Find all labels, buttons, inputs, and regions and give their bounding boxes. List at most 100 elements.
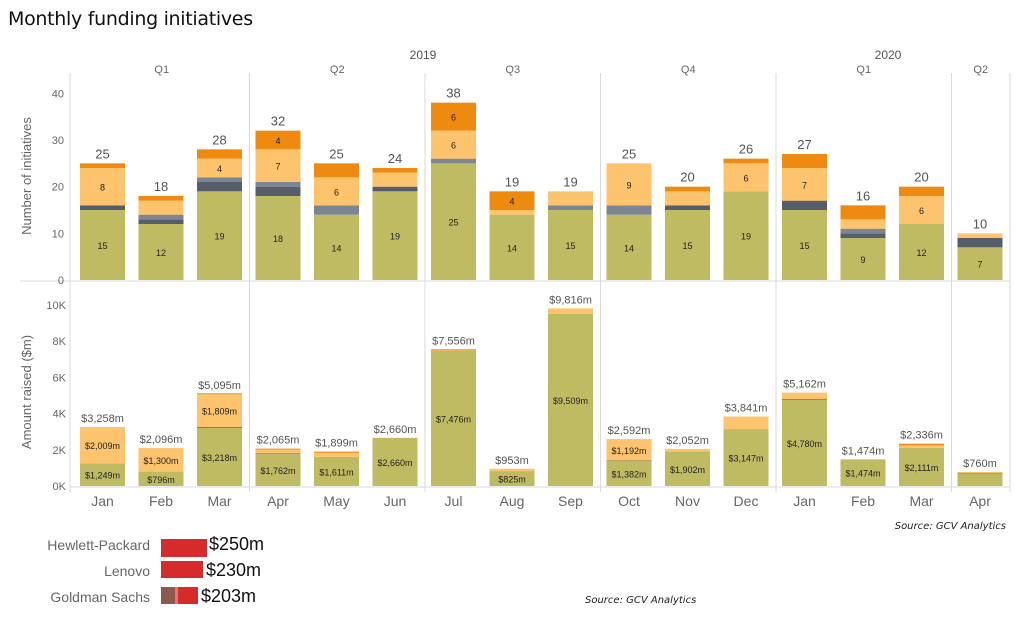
bar-segment-orange bbox=[197, 149, 242, 159]
y-tick-label: 40 bbox=[52, 88, 64, 100]
x-tick-label: Feb bbox=[851, 493, 875, 509]
x-tick-label: Aug bbox=[500, 493, 525, 509]
total-label: 27 bbox=[797, 137, 811, 152]
bar-segment-orange bbox=[80, 163, 125, 168]
bar-segment-orange bbox=[840, 205, 886, 220]
segment-label: $1,474m bbox=[845, 469, 880, 479]
segment-label: 14 bbox=[331, 243, 341, 253]
segment-label: 6 bbox=[334, 187, 339, 197]
bar-segment-slate-gray bbox=[548, 205, 593, 210]
total-label: $953m bbox=[495, 455, 529, 467]
bar-segment-light-orange bbox=[723, 416, 769, 430]
bar-segment-slate-gray bbox=[314, 205, 359, 215]
bar-segment-slate-gray bbox=[138, 214, 184, 220]
bar-segment-light-orange bbox=[255, 449, 301, 454]
bar-segment-slate-gray bbox=[606, 205, 652, 215]
x-tick-label: Oct bbox=[618, 493, 640, 509]
bar-segment-orange bbox=[899, 186, 944, 196]
total-label: 20 bbox=[914, 170, 928, 185]
segment-label: 4 bbox=[217, 164, 222, 174]
bar-segment-dark-slate bbox=[255, 186, 301, 196]
segment-label: 25 bbox=[448, 218, 458, 228]
bar-segment-olive bbox=[431, 350, 476, 486]
bar-segment-orange bbox=[314, 451, 359, 453]
total-label: 19 bbox=[563, 174, 577, 189]
segment-label: $2,660m bbox=[377, 458, 412, 468]
bar-segment-slate-gray bbox=[431, 158, 476, 164]
total-label: $3,841m bbox=[725, 402, 768, 414]
total-label: $2,660m bbox=[374, 424, 417, 436]
segment-label: 7 bbox=[977, 260, 982, 270]
total-label: 20 bbox=[680, 170, 694, 185]
bar-segment-light-orange bbox=[138, 448, 184, 472]
bar-segment-olive bbox=[372, 437, 418, 486]
total-label: 25 bbox=[95, 146, 109, 161]
bar-segment-light-orange bbox=[431, 130, 476, 159]
bar-segment-light-orange bbox=[255, 149, 301, 182]
bar-segment-olive bbox=[314, 214, 359, 280]
total-label: 28 bbox=[212, 132, 226, 147]
bar-segment-light-orange bbox=[489, 210, 535, 215]
segment-label: $3,218m bbox=[202, 453, 237, 463]
bar-segment-dark-slate bbox=[957, 238, 1003, 248]
bar-segment-olive bbox=[899, 224, 944, 280]
segment-label: 6 bbox=[451, 113, 456, 123]
bar-segment-olive bbox=[197, 191, 242, 280]
total-label: 10 bbox=[973, 216, 987, 231]
bar-segment-light-orange bbox=[665, 191, 710, 206]
segment-label: $2,111m bbox=[905, 463, 939, 473]
bar-segment-orange bbox=[665, 186, 710, 192]
y-tick-label: 10 bbox=[52, 228, 64, 240]
bar-segment-dark-slate bbox=[255, 453, 301, 455]
total-label: $2,096m bbox=[140, 434, 183, 446]
bar-segment-slate-gray bbox=[255, 182, 301, 187]
total-label: $760m bbox=[963, 458, 997, 470]
total-label: $9,816m bbox=[549, 294, 592, 306]
bar-segment-light-orange bbox=[80, 168, 125, 206]
total-label: $7,556m bbox=[432, 335, 475, 347]
x-tick-label: Dec bbox=[734, 493, 759, 509]
y-tick-label: 2K bbox=[53, 445, 67, 457]
segment-label: 15 bbox=[799, 241, 809, 251]
segment-label: 6 bbox=[919, 206, 924, 216]
bar-segment-light-orange bbox=[840, 219, 886, 229]
y-tick-label: 30 bbox=[52, 135, 64, 147]
total-label: $5,095m bbox=[198, 380, 241, 392]
total-label: 38 bbox=[446, 86, 460, 101]
bar-segment-light-orange bbox=[606, 163, 652, 206]
x-tick-label: Jun bbox=[384, 493, 407, 509]
segment-label: 9 bbox=[860, 255, 865, 265]
bar-segment-olive bbox=[840, 459, 886, 486]
segment-label: 15 bbox=[565, 241, 575, 251]
segment-label: 15 bbox=[682, 241, 692, 251]
total-label: 25 bbox=[329, 146, 343, 161]
bar-segment-orange bbox=[489, 191, 535, 210]
bar-segment-olive bbox=[899, 447, 944, 486]
y-tick-label: 4K bbox=[53, 409, 67, 421]
hbar-lenovo bbox=[161, 561, 203, 578]
segment-label: 9 bbox=[626, 180, 631, 190]
segment-label: $1,809m bbox=[202, 407, 237, 417]
bar-segment-light-orange bbox=[899, 445, 944, 448]
bar-segment-orange bbox=[314, 163, 359, 178]
bar-segment-dark-slate bbox=[80, 205, 125, 210]
segment-label: 8 bbox=[100, 183, 105, 193]
bar-segment-dark-slate bbox=[197, 426, 242, 428]
segment-label: $3,147m bbox=[728, 454, 763, 464]
total-label: 19 bbox=[505, 174, 519, 189]
bar-segment-olive bbox=[548, 210, 593, 280]
bar-segment-light-orange bbox=[314, 452, 359, 457]
bar-segment-olive bbox=[489, 214, 535, 280]
y-tick-label: 0K bbox=[53, 481, 67, 493]
segment-label: $1,300m bbox=[143, 456, 178, 466]
bar-segment-light-orange bbox=[957, 233, 1003, 238]
hbar-value: $250m bbox=[209, 534, 265, 554]
hbar-value: $203m bbox=[201, 586, 257, 606]
bar-segment-olive bbox=[372, 191, 418, 280]
total-label: $1,474m bbox=[842, 445, 885, 457]
total-label: 16 bbox=[856, 188, 870, 203]
bar-segment-light-orange bbox=[138, 200, 184, 215]
x-tick-label: Mar bbox=[909, 493, 933, 509]
bar-segment-orange bbox=[197, 393, 242, 395]
